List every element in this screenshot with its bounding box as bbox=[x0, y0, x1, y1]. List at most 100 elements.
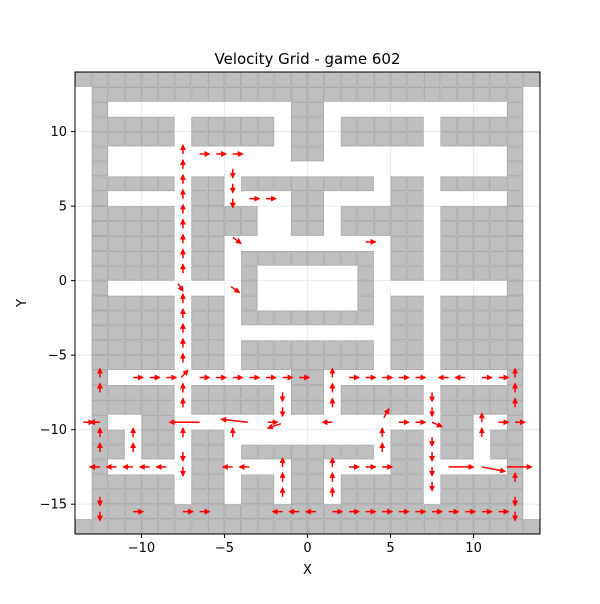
wall-cell bbox=[407, 265, 424, 281]
wall-cell bbox=[191, 474, 208, 490]
wall-cell bbox=[340, 489, 358, 505]
wall-cell bbox=[207, 519, 225, 534]
wall-cell bbox=[324, 250, 341, 266]
wall-cell bbox=[257, 340, 275, 356]
wall-cell bbox=[407, 295, 424, 311]
wall-cell bbox=[307, 72, 325, 87]
wall-cell bbox=[340, 131, 358, 147]
wall-cell bbox=[390, 429, 408, 445]
wall-cell bbox=[141, 444, 158, 460]
wall-cell bbox=[357, 355, 374, 370]
wall-cell bbox=[407, 116, 424, 132]
wall-cell bbox=[374, 131, 391, 147]
wall-cell bbox=[457, 474, 474, 490]
wall-cell bbox=[158, 295, 175, 311]
wall-cell bbox=[108, 325, 125, 341]
wall-cell bbox=[490, 429, 507, 445]
wall-cell bbox=[457, 355, 474, 370]
wall-cell bbox=[440, 72, 457, 87]
wall-cell bbox=[257, 131, 275, 147]
wall-cell bbox=[141, 265, 158, 281]
wall-cell bbox=[506, 429, 524, 445]
wall-cell bbox=[241, 504, 258, 519]
wall-cell bbox=[340, 310, 358, 326]
wall-cell bbox=[257, 385, 275, 400]
wall-cell bbox=[490, 72, 507, 87]
wall-cell bbox=[158, 399, 175, 415]
wall-cell bbox=[158, 236, 175, 251]
wall-cell bbox=[307, 87, 325, 102]
wall-cell bbox=[207, 340, 225, 356]
wall-cell bbox=[457, 385, 474, 400]
wall-cell bbox=[158, 221, 175, 236]
wall-cell bbox=[390, 295, 408, 311]
wall-cell bbox=[141, 310, 158, 326]
wall-cell bbox=[457, 519, 474, 534]
wall-cell bbox=[440, 221, 457, 236]
wall-cell bbox=[141, 116, 158, 132]
wall-cell bbox=[274, 250, 291, 266]
wall-cell bbox=[158, 340, 175, 356]
wall-cell bbox=[523, 519, 540, 534]
wall-cell bbox=[141, 489, 158, 505]
wall-cell bbox=[490, 399, 507, 415]
wall-cell bbox=[390, 444, 408, 460]
wall-cell bbox=[91, 72, 109, 87]
wall-cell bbox=[174, 87, 192, 102]
wall-cell bbox=[141, 206, 158, 221]
wall-cell bbox=[191, 310, 208, 326]
wall-cell bbox=[407, 72, 424, 87]
wall-cell bbox=[440, 474, 457, 490]
wall-cell bbox=[490, 489, 507, 505]
wall-cell bbox=[307, 176, 325, 192]
wall-cell bbox=[124, 176, 142, 192]
wall-cell bbox=[440, 116, 457, 132]
wall-cell bbox=[91, 191, 109, 207]
wall-cell bbox=[324, 444, 341, 460]
wall-cell bbox=[191, 191, 208, 207]
wall-cell bbox=[141, 221, 158, 236]
wall-cell bbox=[224, 399, 241, 415]
wall-cell bbox=[158, 489, 175, 505]
wall-cell bbox=[91, 295, 109, 311]
wall-cell bbox=[241, 116, 258, 132]
y-tick-label: −5 bbox=[48, 349, 67, 364]
wall-cell bbox=[141, 355, 158, 370]
wall-cell bbox=[407, 131, 424, 147]
wall-cell bbox=[457, 221, 474, 236]
x-axis-label: X bbox=[303, 563, 312, 578]
wall-cell bbox=[307, 489, 325, 505]
wall-cell bbox=[440, 131, 457, 147]
wall-cell bbox=[324, 176, 341, 192]
wall-cell bbox=[108, 385, 125, 400]
wall-cell bbox=[457, 444, 474, 460]
wall-cell bbox=[340, 72, 358, 87]
wall-cell bbox=[506, 101, 524, 117]
wall-cell bbox=[390, 265, 408, 281]
wall-cell bbox=[374, 72, 391, 87]
wall-cell bbox=[390, 191, 408, 207]
wall-cell bbox=[257, 474, 275, 490]
x-tick-label: −5 bbox=[215, 541, 234, 556]
wall-cell bbox=[457, 87, 474, 102]
wall-cell bbox=[506, 87, 524, 102]
wall-cell bbox=[307, 399, 325, 415]
wall-cell bbox=[340, 355, 358, 370]
wall-cell bbox=[191, 250, 208, 266]
wall-cell bbox=[191, 221, 208, 236]
wall-cell bbox=[207, 265, 225, 281]
wall-cell bbox=[390, 459, 408, 475]
wall-cell bbox=[158, 72, 175, 87]
wall-cell bbox=[506, 265, 524, 281]
wall-cell bbox=[357, 280, 374, 296]
wall-cell bbox=[407, 310, 424, 326]
wall-cell bbox=[158, 504, 175, 519]
wall-cell bbox=[324, 87, 341, 102]
wall-cell bbox=[390, 176, 408, 192]
wall-cell bbox=[307, 131, 325, 147]
wall-cell bbox=[224, 206, 241, 221]
wall-cell bbox=[158, 131, 175, 147]
wall-cell bbox=[191, 236, 208, 251]
